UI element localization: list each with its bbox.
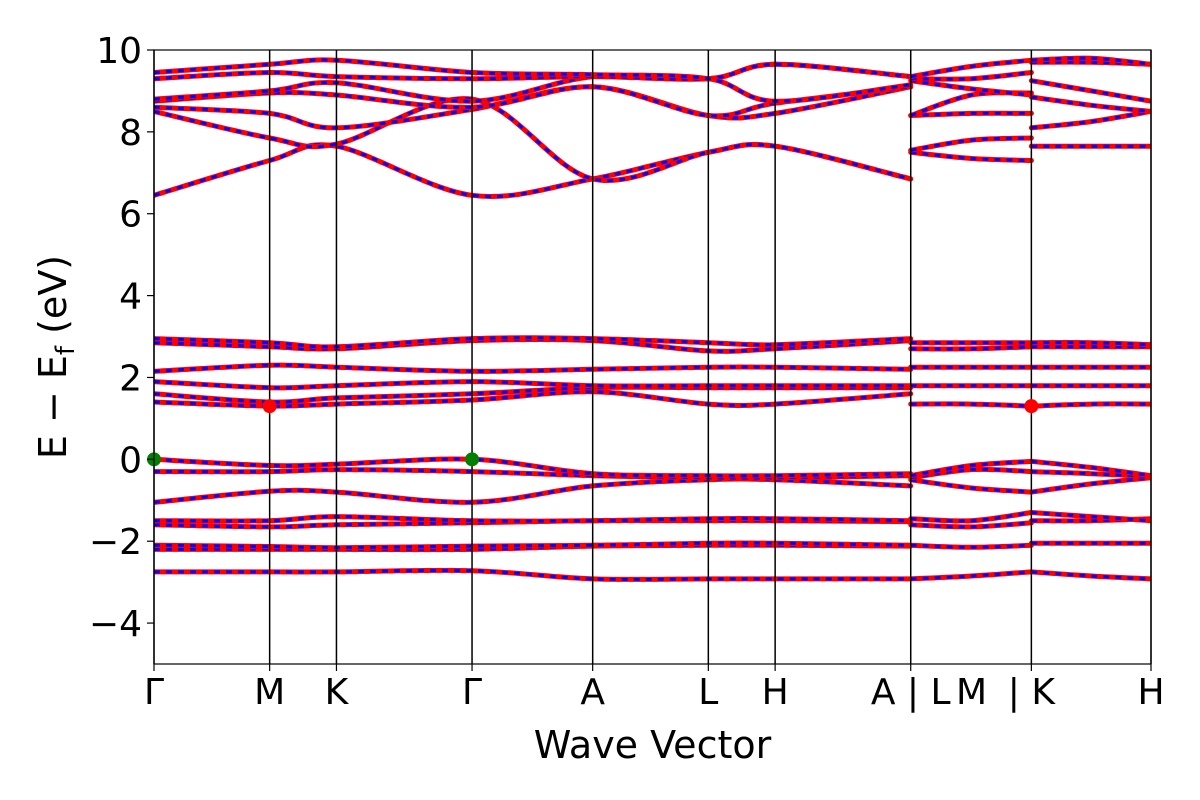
band-line-down (910, 345, 1032, 351)
band-line-down (154, 541, 911, 550)
band-line-down (1031, 60, 1151, 66)
y-axis-title-main: E − E (31, 355, 75, 459)
plot-frame (153, 49, 1152, 665)
x-tick-label: A (580, 672, 605, 713)
band-line-down (154, 457, 911, 478)
x-tick-label: Γ (462, 672, 482, 713)
bands-layer (154, 55, 1151, 582)
extrema-markers (147, 399, 1039, 467)
band-line-down (1031, 109, 1151, 130)
band-line-down (154, 62, 911, 81)
y-tick-label: −4 (89, 604, 142, 645)
band-line-down (910, 402, 1032, 408)
band-line-down (154, 363, 911, 373)
band-line-down (154, 337, 911, 353)
x-tick-label: M (956, 672, 987, 713)
band-line-down (1031, 95, 1151, 113)
band-line-down (154, 385, 911, 404)
cbm-marker (262, 399, 277, 414)
x-tick-label: H (1137, 672, 1164, 713)
band-line-down (1031, 470, 1151, 478)
y-axis-title-sub: f (51, 345, 81, 355)
band-line-down (910, 58, 1032, 79)
x-tick-label: H (762, 672, 789, 713)
y-tick-label: 10 (96, 31, 142, 72)
x-tick-label: | K (1008, 672, 1057, 713)
band-line-down (154, 336, 911, 349)
band-line-down (154, 477, 911, 504)
band-line-down (1031, 402, 1151, 408)
band-line-up (908, 477, 1034, 495)
band-line-down (1031, 56, 1151, 66)
band-line-down (154, 380, 911, 390)
y-tick-label: 8 (119, 113, 142, 154)
band-line-down (910, 459, 1032, 478)
band-line-down (154, 568, 911, 581)
band-line-down (910, 150, 1032, 162)
band-line-down (154, 390, 911, 408)
band-line-down (1031, 341, 1151, 347)
band-line-down (910, 543, 1032, 549)
x-tick-label: A | L (871, 672, 951, 713)
y-tick-label: −2 (89, 522, 142, 563)
band-line-down (910, 136, 1032, 152)
y-axis-title: E − Ef (eV) (31, 255, 81, 459)
band-line-down (910, 71, 1032, 81)
band-line-down (910, 521, 1032, 529)
band-line-down (1031, 517, 1151, 523)
y-tick-label: 4 (119, 277, 142, 318)
band-line-down (154, 515, 911, 523)
band-line-down (1031, 459, 1151, 478)
vbm-marker (465, 452, 480, 467)
x-tick-label: Γ (144, 672, 164, 713)
x-tick-label: M (254, 672, 285, 713)
band-line-up (1028, 108, 1151, 131)
band-line-down (1031, 511, 1151, 523)
y-tick-label: 0 (119, 440, 142, 481)
band-line-down (154, 97, 912, 182)
y-tick-label: 2 (119, 358, 142, 399)
band-line-down (1031, 570, 1151, 581)
x-tick-label: K (325, 672, 350, 713)
band-line-down (154, 468, 911, 480)
x-axis-title: Wave Vector (534, 723, 772, 767)
band-line-down (1031, 476, 1151, 494)
band-line-down (1031, 79, 1151, 103)
cbm-marker (1024, 399, 1039, 414)
y-axis-title-unit: (eV) (31, 255, 75, 346)
band-line-down (910, 79, 1032, 97)
x-tick-label: L (698, 672, 718, 713)
y-tick-label: 6 (119, 195, 142, 236)
band-line-down (910, 111, 1032, 117)
band-line-down (910, 511, 1032, 523)
band-line-down (154, 519, 911, 529)
y-axis: −4 −2 0 2 4 6 8 10 (89, 31, 154, 645)
band-line-down (910, 570, 1032, 581)
band-line-down (154, 543, 911, 552)
band-line-down (910, 478, 1032, 494)
